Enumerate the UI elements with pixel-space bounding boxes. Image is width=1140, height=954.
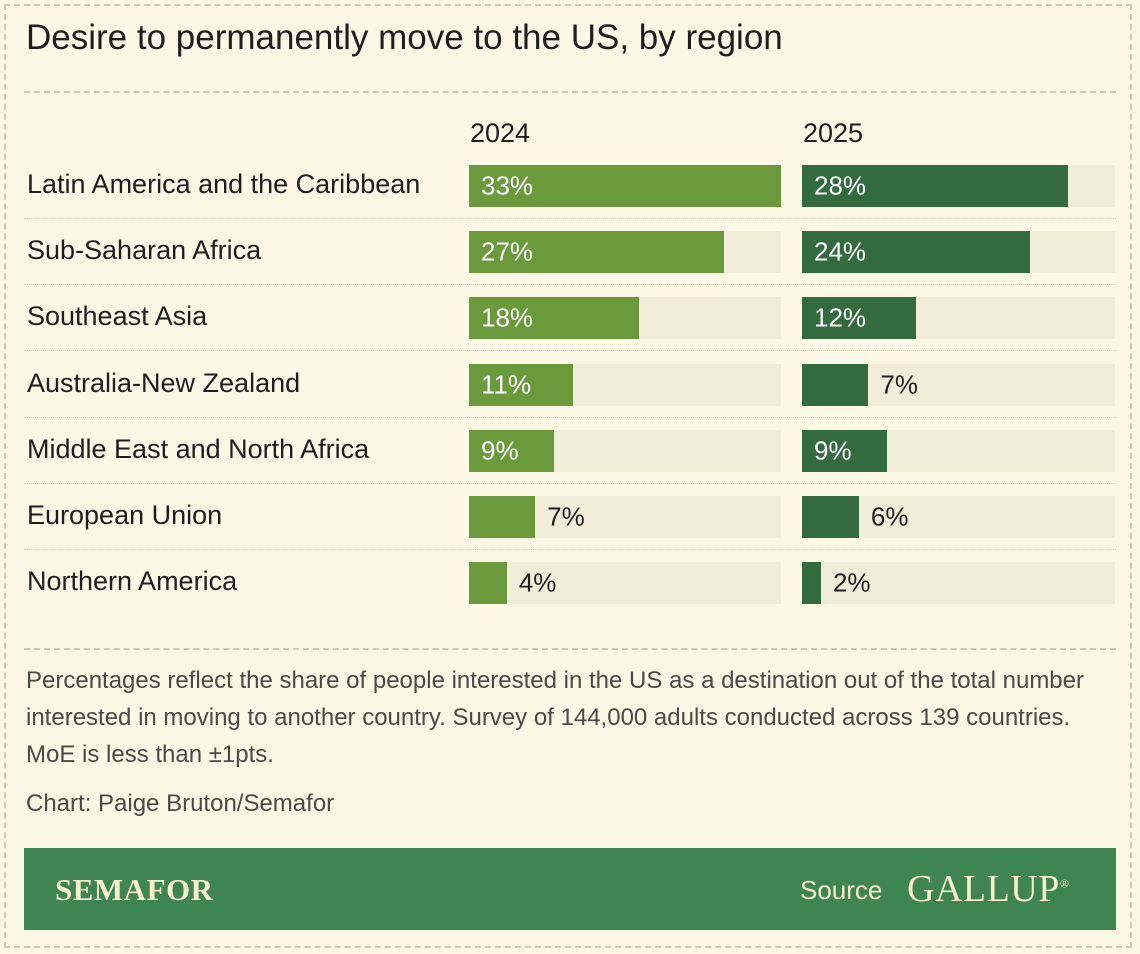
gallup-logo-text: GALLUP [907, 868, 1060, 910]
data-label-2024: 7% [547, 501, 585, 532]
bar-track-2024: 11% [469, 363, 781, 406]
footer-bar: SEMAFOR Source GALLUP® [24, 848, 1116, 930]
bar-2024 [469, 562, 507, 605]
bar-2025 [802, 496, 859, 538]
row-separator [24, 284, 1116, 286]
bar-track-2024: 4% [469, 562, 781, 605]
bar-track-2025: 7% [802, 363, 1115, 406]
row-separator [24, 218, 1116, 219]
bar-track-2024: 7% [469, 496, 781, 538]
row-separator [24, 549, 1116, 550]
data-label-2025: 12% [814, 302, 867, 333]
data-label-2025: 7% [880, 369, 918, 400]
data-label-2024: 11% [481, 369, 532, 400]
data-label-2024: 4% [518, 567, 557, 598]
row-label: Australia-New Zealand [27, 367, 301, 398]
bar-track-2024: 33% [469, 165, 781, 207]
bar-track-2025: 24% [802, 231, 1115, 274]
row-label: Sub-Saharan Africa [27, 235, 262, 266]
bar-2024 [469, 297, 640, 340]
bar-track-2024: 27% [469, 231, 781, 274]
bar-2024 [469, 363, 573, 406]
row-label: Latin America and the Caribbean [27, 169, 421, 199]
bar-2025 [802, 231, 1030, 274]
data-label-2025: 24% [814, 236, 867, 267]
data-label-2025: 28% [814, 170, 867, 201]
bar-2024 [469, 231, 725, 274]
bar-2025 [802, 562, 821, 605]
chart-title: Desire to permanently move to the US, by… [26, 18, 783, 57]
bar-track-2025: 9% [802, 429, 1115, 472]
bar-2024 [469, 429, 555, 472]
bar-track-2025: 2% [802, 562, 1115, 605]
row-label: European Union [27, 500, 223, 530]
chart-note: Percentages reflect the share of people … [26, 667, 1084, 768]
title-divider [24, 91, 1116, 93]
notes-divider [24, 648, 1116, 650]
semafor-logo[interactable]: SEMAFOR [55, 872, 214, 907]
bar-2024 [469, 165, 781, 207]
column-header-2024: 2024 [470, 118, 531, 148]
data-label-2024: 27% [481, 236, 534, 267]
data-label-2025: 9% [814, 435, 852, 466]
row-separator [24, 350, 1116, 352]
bar-track-2025: 12% [802, 297, 1115, 340]
data-label-2025: 2% [832, 567, 871, 598]
gallup-logo[interactable]: GALLUP® [907, 867, 1070, 911]
row-separator [24, 482, 1116, 484]
registered-mark: ® [1059, 876, 1070, 891]
data-label-2024: 18% [481, 302, 534, 333]
bar-2025 [802, 429, 888, 472]
data-label-2025: 6% [870, 501, 909, 532]
bar-track-2025: 6% [802, 496, 1115, 538]
bar-2025 [802, 165, 1068, 207]
row-label: Northern America [27, 566, 238, 597]
bar-track-2025: 28% [802, 165, 1115, 207]
bar-2025 [802, 363, 869, 406]
bar-2024 [469, 496, 536, 538]
bar-track-2024: 9% [469, 429, 781, 472]
bar-track-2024: 18% [469, 297, 781, 340]
chart-frame [4, 4, 1132, 948]
row-separator [24, 416, 1116, 418]
column-header-2025: 2025 [803, 118, 864, 148]
bar-2025 [802, 297, 916, 340]
chart-credit: Chart: Paige Bruton/Semafor [26, 790, 335, 817]
data-label-2024: 33% [481, 170, 534, 201]
source-label: Source [800, 875, 883, 905]
row-label: Middle East and North Africa [27, 433, 370, 464]
data-label-2024: 9% [481, 435, 519, 466]
row-label: Southeast Asia [27, 301, 208, 332]
